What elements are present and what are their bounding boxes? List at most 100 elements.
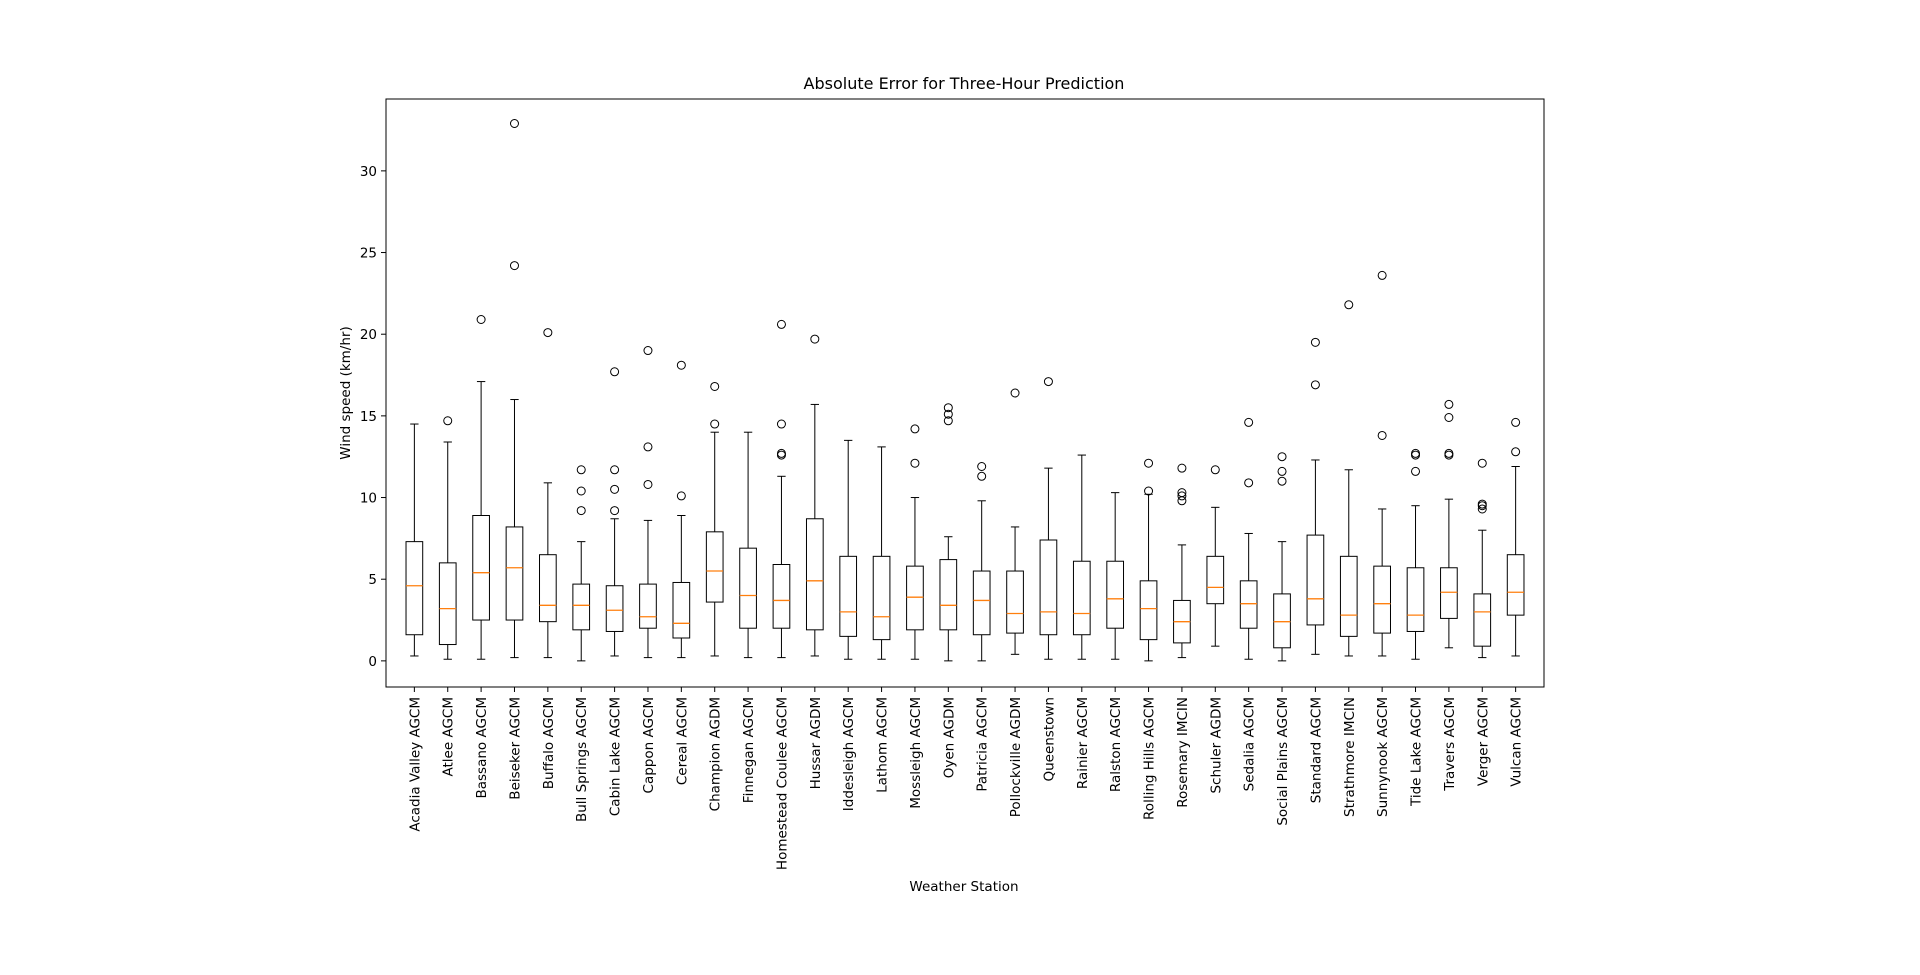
box-3 — [472, 315, 490, 660]
outlier-point — [1511, 447, 1521, 457]
outlier-point — [910, 424, 920, 434]
x-tick-label: Ralston AGCM — [1108, 697, 1124, 792]
outlier-point — [1177, 491, 1187, 501]
outlier-point — [610, 484, 620, 494]
box-12 — [772, 319, 791, 659]
plot-area-frame — [385, 98, 1545, 688]
iqr-box — [639, 583, 657, 629]
outlier-point — [1277, 466, 1287, 476]
x-tick-label: Mossleigh AGCM — [908, 697, 924, 809]
y-tick-label: 30 — [360, 164, 377, 180]
y-tick-label: 0 — [368, 654, 377, 670]
outlier-point — [776, 419, 786, 429]
iqr-box — [1006, 570, 1024, 634]
outlier-point — [977, 471, 987, 481]
outlier-point — [576, 465, 586, 475]
box-30 — [1373, 270, 1391, 657]
box-2 — [438, 416, 457, 660]
box-17 — [939, 403, 958, 662]
x-tick-label: Standard AGCM — [1308, 697, 1324, 803]
box-9 — [672, 360, 691, 659]
outlier-point — [1411, 448, 1421, 458]
outlier-point — [1043, 377, 1053, 387]
x-tick-label: Pollockville AGDM — [1008, 697, 1024, 817]
box-13 — [805, 334, 824, 657]
outlier-point — [1177, 463, 1187, 473]
y-tick-label: 10 — [360, 491, 377, 507]
box-23 — [1139, 458, 1158, 662]
box-18 — [972, 462, 991, 662]
outlier-point — [676, 491, 686, 501]
outlier-point — [1444, 413, 1454, 422]
iqr-box — [1473, 593, 1492, 647]
outlier-point — [710, 381, 720, 391]
x-tick-label: Strathmore IMCIN — [1342, 697, 1358, 817]
outlier-point — [443, 416, 453, 426]
outlier-point — [1010, 388, 1020, 398]
box-25 — [1206, 465, 1225, 647]
iqr-box — [1139, 580, 1158, 641]
outlier-point — [1477, 499, 1487, 509]
outlier-point — [576, 506, 586, 516]
iqr-box — [872, 555, 891, 641]
outlier-point — [810, 334, 820, 344]
x-tick-label: Oyen AGDM — [941, 697, 957, 778]
box-21 — [1072, 454, 1091, 660]
outlier-point — [1277, 476, 1287, 486]
box-31 — [1406, 448, 1425, 660]
iqr-box — [805, 518, 824, 631]
outlier-point — [610, 367, 620, 377]
outlier-point — [509, 119, 519, 128]
iqr-box — [505, 526, 524, 621]
x-axis-label: Weather Station — [909, 879, 1018, 895]
outlier-point — [943, 403, 953, 413]
x-tick-label: Rosemary IMCIN — [1175, 697, 1191, 808]
iqr-box — [1039, 539, 1058, 636]
outlier-point — [1377, 270, 1387, 280]
outlier-point — [910, 458, 920, 468]
box-19 — [1006, 388, 1024, 655]
box-28 — [1306, 337, 1325, 655]
x-tick-label: Buffalo AGCM — [541, 697, 557, 789]
x-tick-label: Vulcan AGCM — [1509, 697, 1525, 787]
outlier-point — [710, 419, 720, 429]
box-16 — [906, 424, 924, 660]
outlier-point — [543, 328, 553, 338]
iqr-box — [906, 565, 924, 631]
outlier-point — [1210, 465, 1220, 475]
box-26 — [1239, 417, 1258, 660]
iqr-box — [438, 562, 457, 646]
x-tick-label: Cappon AGCM — [641, 697, 657, 793]
outlier-point — [643, 479, 653, 489]
outlier-point — [977, 462, 987, 471]
outlier-point — [610, 465, 620, 475]
box-22 — [1106, 492, 1125, 660]
outlier-point — [643, 442, 653, 452]
x-tick-label: Acadia Valley AGCM — [407, 697, 423, 832]
x-tick-label: Tide Lake AGCM — [1409, 697, 1425, 807]
iqr-box — [739, 547, 757, 629]
outlier-point — [1411, 466, 1421, 476]
box-34 — [1506, 417, 1525, 657]
outlier-point — [1477, 458, 1487, 468]
outlier-point — [1144, 486, 1154, 496]
iqr-box — [405, 541, 424, 636]
iqr-box — [1106, 560, 1125, 629]
iqr-box — [1273, 593, 1291, 649]
box-20 — [1039, 377, 1058, 660]
x-tick-label: Hussar AGDM — [808, 697, 824, 789]
y-tick-label: 5 — [368, 572, 377, 588]
box-24 — [1173, 463, 1191, 659]
x-tick-label: Bassano AGCM — [474, 697, 490, 799]
iqr-box — [1239, 580, 1258, 629]
outlier-point — [676, 360, 686, 370]
x-tick-label: Iddesleigh AGCM — [841, 697, 857, 811]
x-tick-label: Social Plains AGCM — [1275, 697, 1291, 826]
box-8 — [639, 346, 657, 659]
x-tick-label: Beiseker AGCM — [507, 697, 523, 800]
outlier-point — [1244, 478, 1254, 488]
iqr-box — [972, 570, 991, 636]
box-29 — [1339, 300, 1358, 657]
iqr-box — [572, 583, 591, 631]
box-1 — [405, 423, 424, 657]
